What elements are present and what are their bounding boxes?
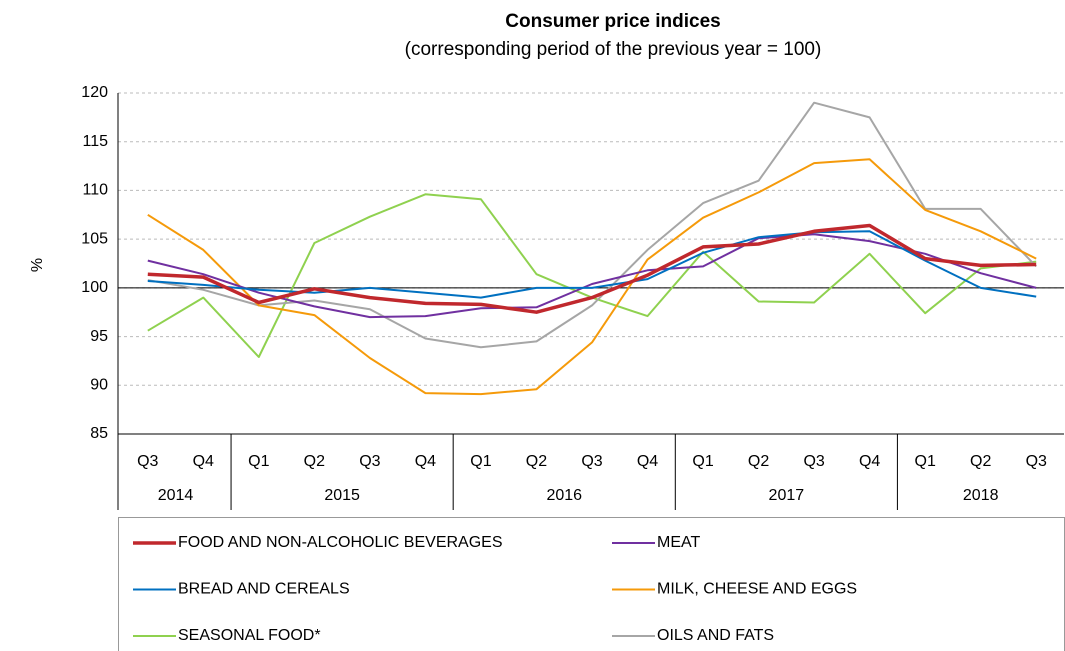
series-line (147, 193, 1037, 358)
year-label: 2018 (963, 487, 999, 504)
x-tick-label: Q3 (359, 453, 380, 470)
year-label: 2016 (546, 487, 582, 504)
legend-label: MEAT (657, 534, 700, 551)
x-tick-label: Q4 (415, 453, 436, 470)
x-tick-label: Q1 (470, 453, 491, 470)
series-line (147, 158, 1037, 396)
x-tick-label: Q2 (970, 453, 991, 470)
x-tick-label: Q3 (1026, 453, 1047, 470)
x-tick-label: Q1 (915, 453, 936, 470)
y-tick-label: 90 (90, 377, 108, 394)
x-tick-label: Q3 (581, 453, 602, 470)
x-tick-label: Q1 (248, 453, 269, 470)
y-tick-label: 85 (90, 425, 108, 442)
y-tick-label: 110 (82, 182, 108, 199)
legend-label: OILS AND FATS (657, 627, 774, 644)
x-tick-label: Q3 (137, 453, 158, 470)
legend-label: SEASONAL FOOD* (178, 627, 321, 644)
series-line (147, 223, 1037, 314)
legend-label: FOOD AND NON-ALCOHOLIC BEVERAGES (178, 534, 503, 551)
series-line (147, 233, 1037, 319)
x-tick-label: Q2 (304, 453, 325, 470)
chart-title: Consumer price indices (505, 11, 720, 32)
y-tick-label: 100 (81, 279, 108, 296)
x-tick-label: Q4 (859, 453, 880, 470)
x-tick-label: Q3 (803, 453, 824, 470)
y-axis-label: % (29, 258, 46, 272)
legend-label: MILK, CHEESE AND EGGS (657, 581, 857, 598)
y-tick-label: 120 (81, 84, 108, 101)
year-label: 2014 (158, 487, 194, 504)
y-tick-label: 105 (81, 230, 108, 247)
legend-label: BREAD AND CEREALS (178, 581, 350, 598)
y-tick-label: 95 (90, 328, 108, 345)
chart-subtitle: (corresponding period of the previous ye… (405, 39, 822, 60)
y-tick-label: 115 (82, 133, 108, 150)
x-tick-label: Q2 (526, 453, 547, 470)
year-label: 2015 (324, 487, 360, 504)
x-tick-label: Q4 (637, 453, 658, 470)
x-tick-label: Q2 (748, 453, 769, 470)
x-tick-label: Q4 (193, 453, 214, 470)
year-label: 2017 (769, 487, 805, 504)
x-tick-label: Q1 (692, 453, 713, 470)
